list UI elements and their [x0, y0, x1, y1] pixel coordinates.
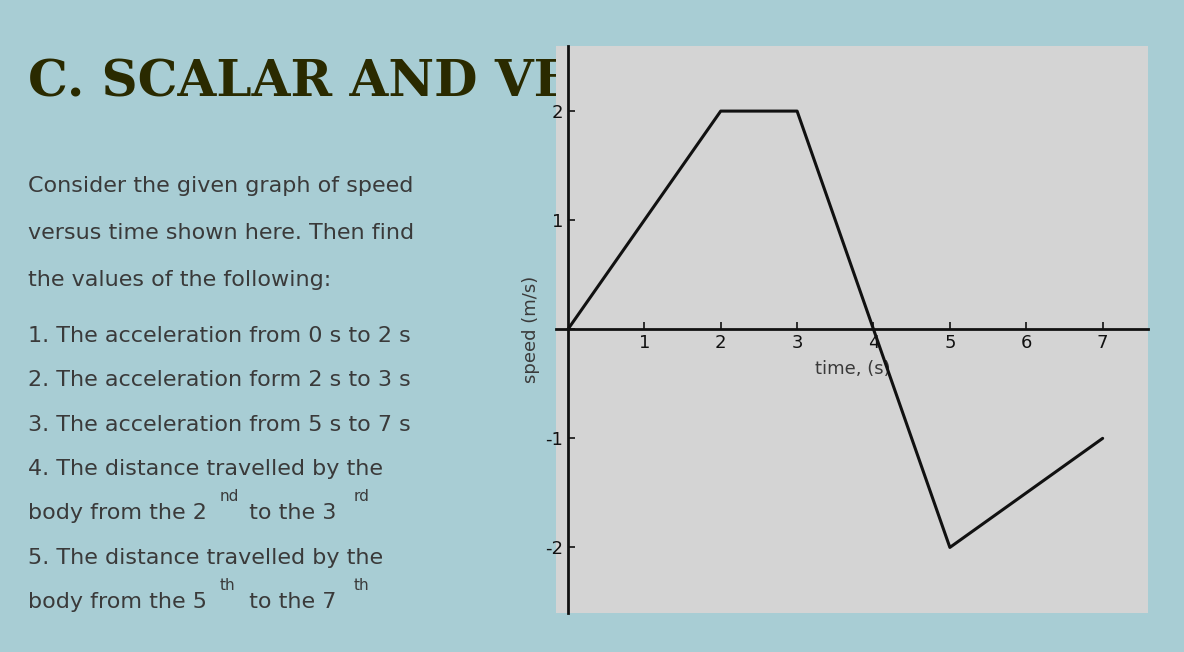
Text: rd: rd: [353, 489, 369, 504]
Text: body from the 2: body from the 2: [28, 503, 207, 524]
Text: 5. The distance travelled by the: 5. The distance travelled by the: [28, 548, 382, 568]
Text: nd: nd: [220, 489, 239, 504]
Text: Consider the given graph of speed: Consider the given graph of speed: [28, 176, 413, 196]
Text: to the 7: to the 7: [242, 592, 336, 612]
Text: C. SCALAR AND VECTOR: C. SCALAR AND VECTOR: [28, 59, 734, 108]
Text: th: th: [353, 578, 369, 593]
Text: versus time shown here. Then find: versus time shown here. Then find: [28, 223, 414, 243]
Text: the values of the following:: the values of the following:: [28, 270, 332, 290]
X-axis label: time, (s): time, (s): [815, 361, 890, 378]
Text: 4. The distance travelled by the: 4. The distance travelled by the: [28, 459, 382, 479]
Text: to the 3: to the 3: [242, 503, 336, 524]
Text: 1. The acceleration from 0 s to 2 s: 1. The acceleration from 0 s to 2 s: [28, 326, 411, 346]
Text: 3. The acceleration from 5 s to 7 s: 3. The acceleration from 5 s to 7 s: [28, 415, 411, 435]
Y-axis label: speed (m/s): speed (m/s): [521, 276, 540, 383]
Text: body from the 5: body from the 5: [28, 592, 207, 612]
Text: th: th: [220, 578, 236, 593]
Text: 2. The acceleration form 2 s to 3 s: 2. The acceleration form 2 s to 3 s: [28, 370, 411, 391]
